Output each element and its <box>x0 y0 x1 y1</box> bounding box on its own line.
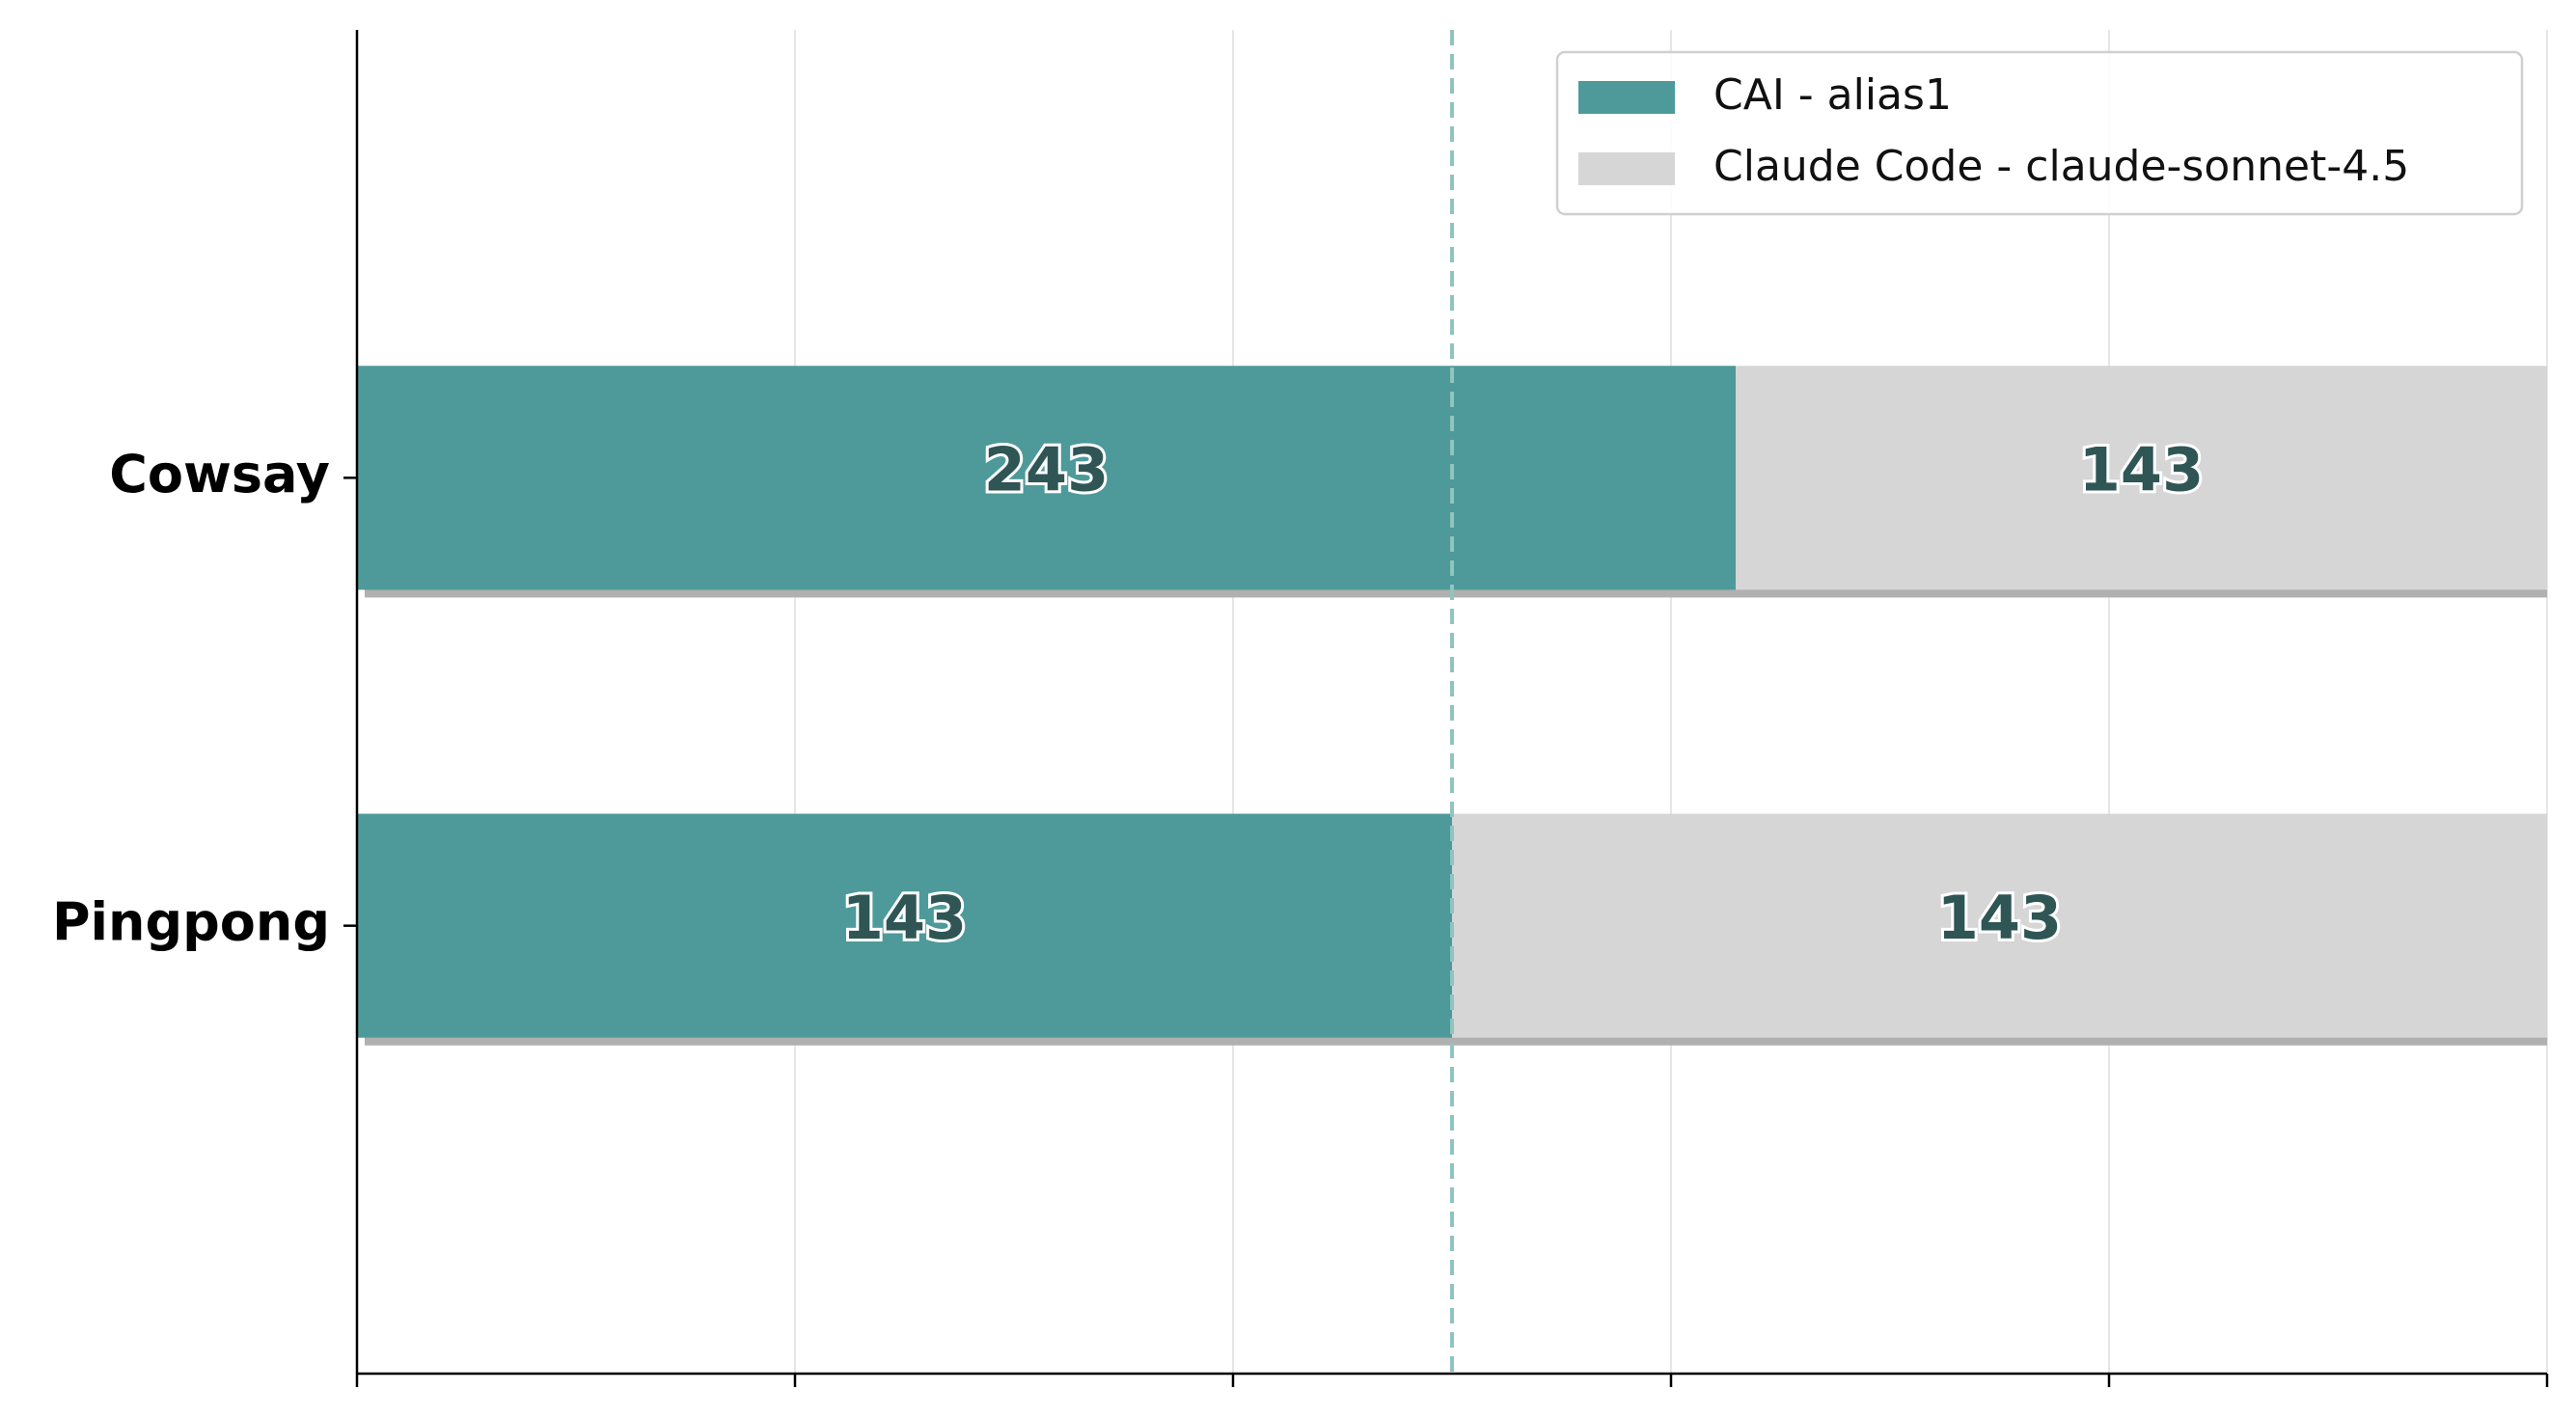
bar-label: 143 <box>2079 434 2204 504</box>
bar-label: 243 <box>984 434 1109 504</box>
legend-box <box>1555 50 2524 216</box>
legend-swatch <box>1578 152 1675 185</box>
y-tick-label: Pingpong <box>52 891 330 952</box>
bar <box>357 813 1452 1038</box>
bar-label: 143 <box>842 883 967 953</box>
bar <box>1452 813 2547 1038</box>
legend-label: Claude Code - claude-sonnet-4.5 <box>1713 142 2409 191</box>
bar-label: 143 <box>1937 883 2062 953</box>
legend-swatch <box>1578 81 1675 114</box>
bar <box>357 366 1737 590</box>
y-tick-label: Cowsay <box>109 444 330 504</box>
legend-label: CAI - alias1 <box>1713 70 1952 120</box>
bar <box>1736 366 2547 590</box>
